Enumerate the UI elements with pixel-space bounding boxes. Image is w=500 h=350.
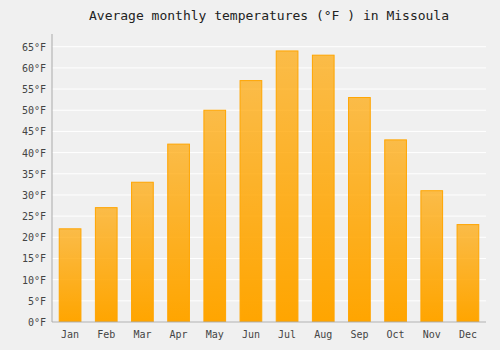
grid-line (52, 110, 486, 111)
x-tick-label: Jun (242, 329, 260, 340)
x-tick-label: Nov (423, 329, 441, 340)
bar (240, 81, 262, 322)
y-tick-label: 45°F (22, 126, 46, 137)
y-tick-label: 35°F (22, 169, 46, 180)
bar (168, 144, 190, 322)
x-tick-label: Aug (314, 329, 332, 340)
bar (132, 182, 154, 322)
bar (276, 51, 298, 322)
y-tick-label: 30°F (22, 190, 46, 201)
y-tick-label: 65°F (22, 42, 46, 53)
grid-line (52, 46, 486, 47)
x-tick-label: Apr (170, 329, 188, 340)
bar (349, 98, 371, 322)
bar (59, 229, 81, 322)
grid-line (52, 131, 486, 132)
y-tick-label: 25°F (22, 211, 46, 222)
y-tick-label: 50°F (22, 105, 46, 116)
bar (457, 225, 479, 322)
y-tick-label: 40°F (22, 148, 46, 159)
y-tick-label: 55°F (22, 84, 46, 95)
bar (204, 110, 226, 322)
chart: Average monthly temperatures (°F ) in Mi… (0, 0, 500, 350)
x-tick-label: Jan (61, 329, 79, 340)
bars (59, 51, 479, 322)
y-tick-label: 10°F (22, 275, 46, 286)
grid-line (52, 322, 486, 323)
grid-line (52, 152, 486, 153)
y-tick-label: 20°F (22, 232, 46, 243)
x-tick-label: Sep (350, 329, 368, 340)
bar (421, 191, 443, 322)
grid-line (52, 173, 486, 174)
x-tick-label: Oct (387, 329, 405, 340)
bar (312, 55, 334, 322)
x-tick-label: Jul (278, 329, 296, 340)
x-tick-label: Mar (133, 329, 151, 340)
x-tick-label: Feb (97, 329, 115, 340)
title: Average monthly temperatures (°F ) in Mi… (89, 8, 449, 23)
y-tick-label: 60°F (22, 63, 46, 74)
x-axis-line (52, 322, 486, 323)
y-tick-label: 15°F (22, 253, 46, 264)
x-tick-label: May (206, 329, 224, 340)
grid-line (52, 89, 486, 90)
y-tick-label: 5°F (28, 296, 46, 307)
bar (385, 140, 407, 322)
y-axis-line (52, 34, 53, 322)
grid-line (52, 67, 486, 68)
y-tick-label: 0°F (28, 317, 46, 328)
grid (52, 47, 486, 322)
bar (95, 208, 117, 322)
x-tick-label: Dec (459, 329, 477, 340)
